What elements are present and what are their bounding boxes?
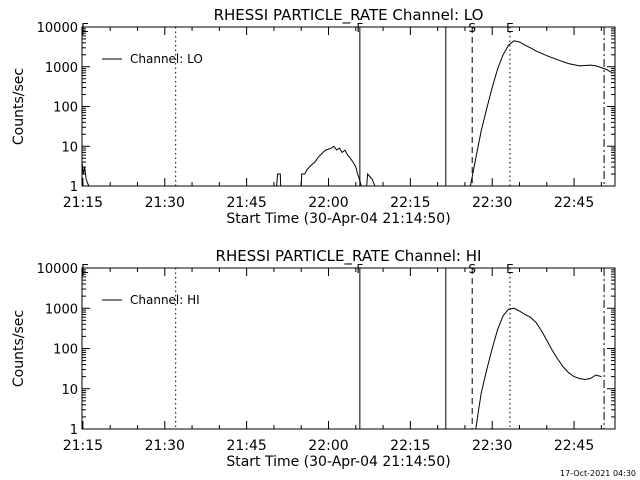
panel1-chart-title: RHESSI PARTICLE_RATE Channel: LO <box>214 6 484 25</box>
panel2-x-tick-label: 22:15 <box>390 438 430 454</box>
panel2-y-tick-label: 1000 <box>45 302 78 317</box>
panel2-x-tick-label: 21:30 <box>145 438 185 454</box>
panel1-y-tick-label: 10000 <box>37 21 78 36</box>
panel2-y-tick-label: 10 <box>61 383 78 398</box>
panel2-y-axis-label: Counts/sec <box>11 310 27 387</box>
panel2-edge-marker-label: E <box>81 262 89 276</box>
panel1-y-tick-label: 100 <box>53 101 78 116</box>
panel1-y-tick-label: 10 <box>61 140 78 155</box>
panel1-series-line-segment <box>366 172 376 187</box>
panel1-x-tick-label: 21:15 <box>63 195 103 211</box>
panel1-x-axis-label: Start Time (30-Apr-04 21:14:50) <box>226 211 450 227</box>
panel1-series-line-segment <box>276 145 362 187</box>
panel1-x-tick-label: 22:30 <box>472 195 512 211</box>
panel1-event-marker-label-e: E <box>506 21 514 35</box>
panel1-x-tick-label: 21:30 <box>145 195 185 211</box>
panel2-event-marker-label-s: S <box>468 262 476 276</box>
panel2-x-tick-label: 22:30 <box>472 438 512 454</box>
panel1-edge-marker-label: E <box>81 21 89 35</box>
panel2-series-line-segment <box>475 307 602 430</box>
panel2-x-axis-label: Start Time (30-Apr-04 21:14:50) <box>226 454 450 470</box>
panel2-y-tick-label: 100 <box>53 343 78 358</box>
panel2-x-tick-label: 22:00 <box>308 438 348 454</box>
panel1-y-tick-label: 1000 <box>45 61 78 76</box>
panel2-y-tick-label: 1 <box>70 423 78 438</box>
panel2-x-tick-label: 21:45 <box>226 438 266 454</box>
panel1-series-line-segment <box>81 162 90 187</box>
panel1-x-tick-label: 21:45 <box>226 195 266 211</box>
footer-timestamp: 17-Oct-2021 04:30 <box>560 469 636 478</box>
panel2-event-marker-label-e: E <box>506 262 514 276</box>
panel1-event-marker-label-s: S <box>468 21 476 35</box>
panel2-event-marker-label-f: F <box>356 262 363 276</box>
panel1-x-tick-label: 22:45 <box>554 195 594 211</box>
panel1-x-tick-label: 22:15 <box>390 195 430 211</box>
panel1-event-marker-label-f: F <box>356 21 363 35</box>
panel1-y-tick-label: 1 <box>70 180 78 195</box>
panel2-legend-label: Channel: HI <box>130 293 200 307</box>
panel2-x-tick-label: 21:15 <box>63 438 103 454</box>
panel1-x-tick-label: 22:00 <box>308 195 348 211</box>
panel2-y-tick-label: 10000 <box>37 262 78 277</box>
panel2-x-tick-label: 22:45 <box>554 438 594 454</box>
panel1-series-line-segment <box>469 40 613 187</box>
panel2-chart-title: RHESSI PARTICLE_RATE Channel: HI <box>216 247 482 266</box>
panel1-y-axis-label: Counts/sec <box>11 68 27 145</box>
panel1-legend-label: Channel: LO <box>130 52 203 66</box>
